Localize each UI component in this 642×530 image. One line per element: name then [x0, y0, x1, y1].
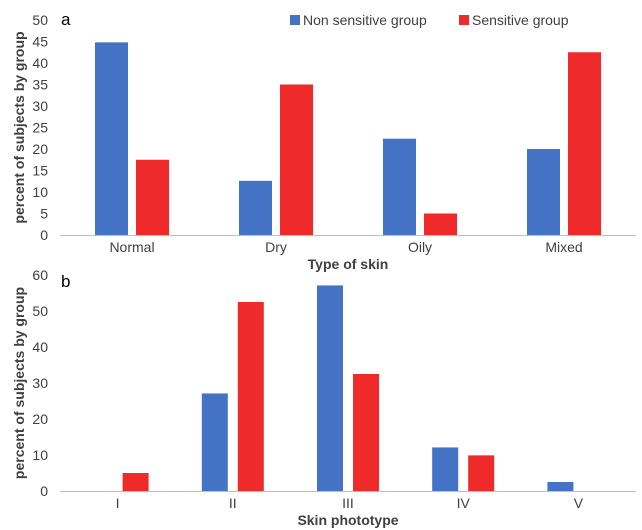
bar-sensitive-iii [353, 374, 379, 491]
y-tick-label: 35 [32, 77, 48, 93]
x-tick-label: Dry [265, 239, 287, 255]
y-tick-label: 0 [40, 483, 48, 499]
x-axis-title: Type of skin [308, 256, 389, 272]
legend-label-sensitive: Sensitive group [472, 12, 569, 28]
x-tick-label: V [574, 495, 584, 511]
bar-sensitive-iv [468, 455, 495, 491]
bar-non-sensitive-normal [95, 42, 128, 235]
bar-sensitive-oily [424, 213, 457, 235]
y-tick-label: 15 [32, 163, 48, 179]
legend-swatch-non-sensitive [290, 15, 300, 25]
x-axis-title: Skin phototype [297, 512, 398, 528]
y-tick-label: 50 [32, 303, 48, 319]
x-tick-label: Oily [408, 239, 432, 255]
bar-non-sensitive-dry [239, 180, 272, 235]
y-tick-label: 40 [32, 339, 48, 355]
y-tick-label: 50 [32, 12, 48, 28]
y-tick-label: 10 [32, 184, 48, 200]
x-tick-label: I [116, 495, 120, 511]
y-tick-label: 45 [32, 34, 48, 50]
y-tick-label: 10 [32, 447, 48, 463]
bar-non-sensitive-v [547, 482, 574, 491]
y-tick-label: 5 [40, 206, 48, 222]
y-axis-title: percent of subjects by group [11, 31, 27, 223]
x-tick-label: IV [457, 495, 471, 511]
x-tick-label: Mixed [545, 239, 582, 255]
y-tick-label: 30 [32, 98, 48, 114]
y-axis-title: percent of subjects by group [11, 287, 27, 479]
x-tick-label: III [342, 495, 354, 511]
legend-swatch-sensitive [459, 15, 469, 25]
bar-sensitive-dry [280, 84, 313, 235]
y-tick-label: 20 [32, 411, 48, 427]
x-tick-label: Normal [109, 239, 154, 255]
bar-sensitive-mixed [568, 52, 601, 235]
y-tick-label: 0 [40, 227, 48, 243]
chart-panel-b: b 0 10 20 30 40 50 60 percent of subjects by gro… [11, 267, 636, 528]
y-tick-label: 40 [32, 55, 48, 71]
legend: Non sensitive group Sensitive group [290, 12, 569, 28]
y-tick-label: 60 [32, 267, 48, 283]
bar-non-sensitive-mixed [527, 149, 560, 235]
y-tick-label: 25 [32, 120, 48, 136]
chart-panel-a: a 0 5 10 15 20 25 30 35 40 45 50 percent of subjects… [11, 10, 636, 272]
bar-non-sensitive-ii [201, 393, 228, 491]
legend-label-non-sensitive: Non sensitive group [303, 12, 427, 28]
bar-sensitive-normal [136, 159, 169, 235]
bar-sensitive-ii [237, 302, 264, 491]
bar-non-sensitive-oily [383, 138, 416, 235]
panel-label: a [61, 10, 71, 29]
bar-non-sensitive-iv [432, 447, 459, 491]
panel-label: b [61, 272, 70, 291]
x-tick-label: II [229, 495, 237, 511]
bar-sensitive-i [122, 473, 149, 491]
y-tick-label: 30 [32, 375, 48, 391]
y-tick-label: 20 [32, 141, 48, 157]
bar-non-sensitive-iii [317, 285, 343, 491]
